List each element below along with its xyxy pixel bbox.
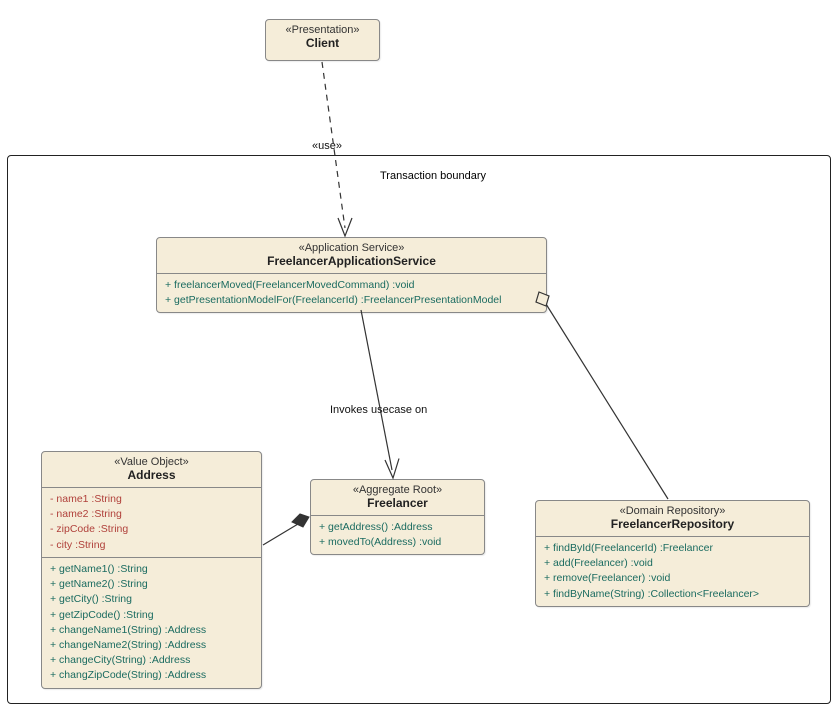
method-row: + getAddress() :Address <box>319 520 476 535</box>
methods-section: + findById(FreelancerId) :Freelancer + a… <box>536 537 809 606</box>
method-row: + getName1() :String <box>50 562 253 577</box>
class-repository: «Domain Repository» FreelancerRepository… <box>535 500 810 607</box>
invoke-label: Invokes usecase on <box>330 404 427 416</box>
method-row: + getName2() :String <box>50 577 253 592</box>
stereotype-label: «Aggregate Root» <box>317 484 478 496</box>
methods-section: + freelancerMoved(FreelancerMovedCommand… <box>157 274 546 312</box>
attr-row: - name1 :String <box>50 492 253 507</box>
method-row: + add(Freelancer) :void <box>544 556 801 571</box>
class-name-label: FreelancerApplicationService <box>163 254 540 268</box>
class-client: «Presentation» Client <box>265 19 380 61</box>
class-address: «Value Object» Address - name1 :String -… <box>41 451 262 689</box>
method-row: + getPresentationModelFor(FreelancerId) … <box>165 293 538 308</box>
class-freelancer: «Aggregate Root» Freelancer + getAddress… <box>310 479 485 555</box>
method-row: + findById(FreelancerId) :Freelancer <box>544 541 801 556</box>
stereotype-label: «Application Service» <box>163 242 540 254</box>
stereotype-label: «Domain Repository» <box>542 505 803 517</box>
attr-row: - zipCode :String <box>50 522 253 537</box>
method-row: + changeName2(String) :Address <box>50 638 253 653</box>
method-row: + getZipCode() :String <box>50 608 253 623</box>
method-row: + remove(Freelancer) :void <box>544 571 801 586</box>
class-app-service: «Application Service» FreelancerApplicat… <box>156 237 547 313</box>
class-name-label: Client <box>272 36 373 50</box>
method-row: + freelancerMoved(FreelancerMovedCommand… <box>165 278 538 293</box>
class-name-label: FreelancerRepository <box>542 517 803 531</box>
class-name-label: Freelancer <box>317 496 478 510</box>
attr-row: - name2 :String <box>50 507 253 522</box>
diagram-canvas: Transaction boundary «Presentation» Clie… <box>0 0 839 710</box>
stereotype-label: «Presentation» <box>272 24 373 36</box>
boundary-label: Transaction boundary <box>380 170 486 182</box>
method-row: + changeCity(String) :Address <box>50 653 253 668</box>
method-row: + changeName1(String) :Address <box>50 623 253 638</box>
class-name-label: Address <box>48 468 255 482</box>
attr-row: - city :String <box>50 538 253 553</box>
stereotype-label: «Value Object» <box>48 456 255 468</box>
use-label: «use» <box>312 140 342 152</box>
method-row: + changZipCode(String) :Address <box>50 668 253 683</box>
method-row: + movedTo(Address) :void <box>319 535 476 550</box>
method-row: + getCity() :String <box>50 592 253 607</box>
method-row: + findByName(String) :Collection<Freelan… <box>544 587 801 602</box>
attributes-section: - name1 :String - name2 :String - zipCod… <box>42 488 261 558</box>
methods-section: + getAddress() :Address + movedTo(Addres… <box>311 516 484 554</box>
methods-section: + getName1() :String + getName2() :Strin… <box>42 558 261 688</box>
